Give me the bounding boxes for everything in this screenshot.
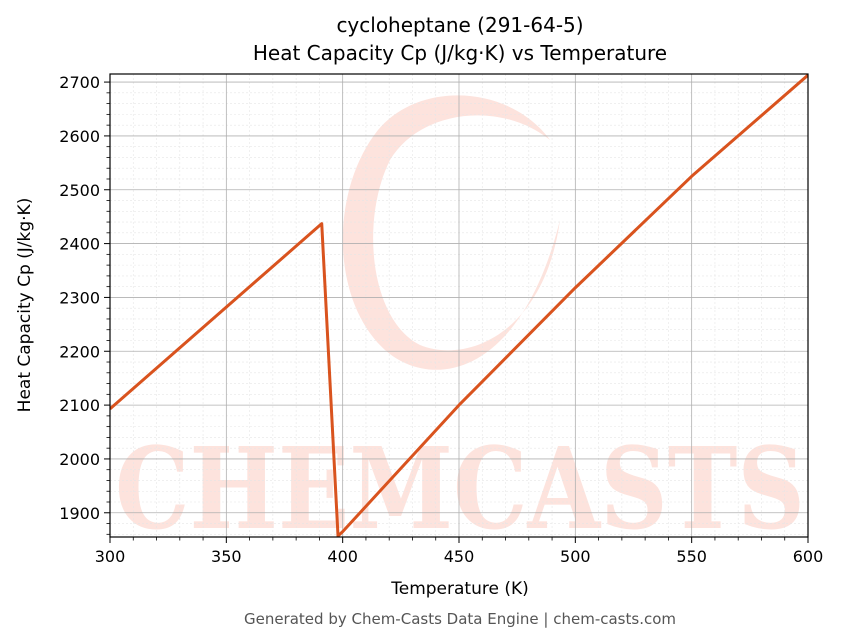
x-tick-label: 550 bbox=[676, 547, 707, 566]
series-line bbox=[110, 74, 808, 537]
y-tick-label: 2300 bbox=[59, 288, 100, 307]
x-tick-label: 400 bbox=[327, 547, 358, 566]
plot-frame bbox=[109, 73, 809, 538]
x-tick-label: 450 bbox=[444, 547, 475, 566]
y-tick-label: 1900 bbox=[59, 504, 100, 523]
y-tick-label: 2000 bbox=[59, 450, 100, 469]
x-tick-label: 300 bbox=[95, 547, 126, 566]
x-tick-label: 600 bbox=[793, 547, 824, 566]
watermark-logo: CHEMCASTS bbox=[115, 95, 805, 555]
y-axis-label: Heat Capacity Cp (J/kg·K) bbox=[15, 198, 35, 413]
y-tick-label: 2200 bbox=[59, 342, 100, 361]
ticks-layer: 300 350 400 450 500 550 600 1900 2000 2100 2200 230… bbox=[59, 73, 823, 566]
x-axis-label: Temperature (K) bbox=[390, 579, 529, 599]
y-tick-label: 2500 bbox=[59, 181, 100, 200]
y-tick-label: 2700 bbox=[59, 73, 100, 92]
series-layer bbox=[110, 74, 808, 537]
x-tick-label: 350 bbox=[211, 547, 242, 566]
y-tick-label: 2600 bbox=[59, 127, 100, 146]
watermark-text: CHEMCASTS bbox=[115, 424, 805, 555]
y-tick-label: 2100 bbox=[59, 396, 100, 415]
chart-title: cycloheptane (291-64-5) bbox=[336, 13, 583, 37]
footer-credit: Generated by Chem-Casts Data Engine | ch… bbox=[244, 610, 676, 628]
y-tick-label: 2400 bbox=[59, 235, 100, 254]
x-tick-label: 500 bbox=[560, 547, 591, 566]
chart-subtitle: Heat Capacity Cp (J/kg·K) vs Temperature bbox=[253, 41, 667, 65]
